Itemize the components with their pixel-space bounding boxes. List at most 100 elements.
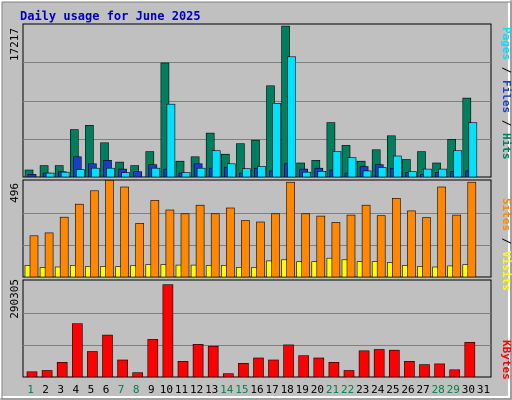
panel-sites-visits <box>22 179 492 278</box>
x-axis-day-labels: 1 2 3 4 5 6 7 8 9 10 11 12 13 14 15 16 17 18 19 20 21 22 23 24 2… <box>27 383 490 396</box>
x-tick-label-5: 5 <box>88 383 95 396</box>
bar-sites-day-23 <box>361 204 371 278</box>
bar-sites-day-15 <box>241 220 250 278</box>
bar-pages-day-21 <box>332 151 342 178</box>
bar-sites-day-16 <box>256 221 265 278</box>
bar-kbytes-day-8 <box>132 372 143 378</box>
bar-files-day-1 <box>27 174 37 178</box>
bar-sites-day-24 <box>376 215 386 278</box>
bar-pages-day-26 <box>408 171 417 178</box>
bar-sites-day-3 <box>59 216 69 278</box>
bar-kbytes-day-6 <box>102 334 113 378</box>
bar-sites-day-13 <box>210 213 220 278</box>
bar-pages-day-22 <box>347 157 357 178</box>
bar-sites-day-30 <box>467 181 477 278</box>
bar-sites-day-27 <box>422 217 431 278</box>
bar-kbytes-day-7 <box>117 359 128 378</box>
bar-sites-day-11 <box>180 213 190 278</box>
bar-kbytes-day-15 <box>238 362 249 378</box>
legend-kbytes: KBytes <box>500 340 512 380</box>
bar-pages-day-5 <box>91 167 100 178</box>
bar-kbytes-day-30 <box>464 341 476 378</box>
bar-pages-day-16 <box>257 166 266 178</box>
x-tick-label-14: 14 <box>220 383 234 396</box>
bar-pages-day-9 <box>151 167 161 178</box>
x-tick-label-10: 10 <box>160 383 173 396</box>
x-tick-label-2: 2 <box>42 383 49 396</box>
x-tick-label-30: 30 <box>462 383 475 396</box>
bar-sites-day-28 <box>437 186 446 278</box>
bar-kbytes-day-29 <box>449 369 461 378</box>
bar-sites-day-18 <box>286 181 295 278</box>
legend-part-0: Sites <box>500 198 512 231</box>
bar-pages-day-12 <box>196 167 206 178</box>
legend-part-0: KBytes <box>500 340 512 380</box>
bar-kbytes-day-1 <box>26 371 38 378</box>
panel-hits-files-pages <box>22 23 492 178</box>
bar-kbytes-day-21 <box>328 361 340 378</box>
bar-pages-day-4 <box>76 169 85 178</box>
x-tick-label-20: 20 <box>311 383 324 396</box>
bar-kbytes-day-25 <box>388 349 400 378</box>
bar-kbytes-day-9 <box>147 339 159 378</box>
bar-kbytes-day-10 <box>162 284 174 378</box>
bar-kbytes-day-13 <box>207 345 219 378</box>
legend-part-3: / <box>500 113 512 133</box>
bar-kbytes-day-12 <box>192 343 204 378</box>
bar-sites-day-2 <box>44 232 54 278</box>
bar-sites-day-17 <box>271 213 280 278</box>
bar-pages-day-24 <box>377 167 387 178</box>
bar-pages-day-3 <box>60 171 70 178</box>
x-tick-label-17: 17 <box>265 383 278 396</box>
bar-pages-day-30 <box>468 122 478 178</box>
bar-sites-day-12 <box>195 204 205 278</box>
legend-sites-visits: Sites / Visits <box>500 198 512 291</box>
bar-pages-day-28 <box>438 168 447 178</box>
bar-kbytes-day-24 <box>373 349 385 378</box>
x-tick-label-27: 27 <box>416 383 429 396</box>
bar-kbytes-day-4 <box>72 323 83 378</box>
bar-kbytes-day-5 <box>87 351 98 378</box>
x-tick-label-19: 19 <box>296 383 309 396</box>
x-tick-label-28: 28 <box>432 383 445 396</box>
bar-sites-day-22 <box>346 214 356 278</box>
bar-sites-day-4 <box>75 203 84 278</box>
bar-kbytes-day-28 <box>434 363 445 378</box>
legend-part-2: Files <box>500 80 512 113</box>
bar-kbytes-day-23 <box>358 350 370 378</box>
x-tick-label-29: 29 <box>447 383 460 396</box>
x-tick-label-21: 21 <box>326 383 339 396</box>
bar-sites-day-21 <box>331 222 341 278</box>
bar-pages-day-7 <box>121 172 130 178</box>
x-tick-label-24: 24 <box>371 383 385 396</box>
bar-kbytes-day-20 <box>313 357 325 378</box>
bar-pages-day-19 <box>302 171 312 178</box>
bar-kbytes-day-18 <box>283 344 294 378</box>
bar-kbytes-day-27 <box>419 364 430 378</box>
x-tick-label-15: 15 <box>235 383 248 396</box>
x-tick-label-8: 8 <box>133 383 140 396</box>
bar-sites-day-20 <box>316 215 326 278</box>
x-tick-label-6: 6 <box>103 383 110 396</box>
scale-label-top: 17217 <box>8 28 21 61</box>
bar-kbytes-day-11 <box>177 360 189 378</box>
x-tick-label-13: 13 <box>205 383 218 396</box>
x-tick-label-11: 11 <box>175 383 188 396</box>
bar-sites-day-19 <box>301 213 311 278</box>
bar-kbytes-day-26 <box>404 360 415 378</box>
bar-pages-day-25 <box>392 155 402 178</box>
bar-pages-day-13 <box>211 150 221 178</box>
bar-pages-day-2 <box>45 172 55 178</box>
x-tick-label-9: 9 <box>148 383 155 396</box>
bar-sites-day-25 <box>391 198 401 278</box>
bar-sites-day-6 <box>105 180 114 278</box>
legend-part-1: / <box>500 231 512 251</box>
x-tick-label-16: 16 <box>250 383 263 396</box>
bar-sites-day-8 <box>135 223 144 278</box>
x-tick-label-23: 23 <box>356 383 369 396</box>
x-tick-label-31: 31 <box>477 383 490 396</box>
bar-pages-day-20 <box>317 171 327 178</box>
